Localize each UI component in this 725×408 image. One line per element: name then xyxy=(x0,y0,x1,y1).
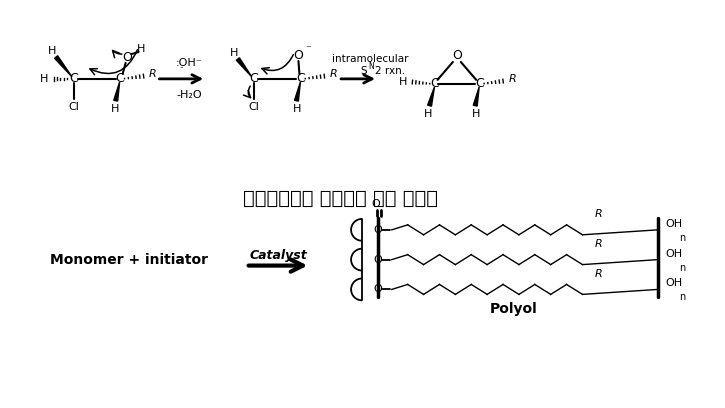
Text: OH: OH xyxy=(666,248,682,259)
Text: H: H xyxy=(40,74,49,84)
Text: OH: OH xyxy=(666,278,682,288)
Text: R: R xyxy=(594,268,602,279)
Text: R: R xyxy=(509,74,517,84)
Text: C: C xyxy=(475,78,484,90)
Text: Catalyst: Catalyst xyxy=(249,249,307,262)
Text: :OH⁻: :OH⁻ xyxy=(176,58,202,68)
Text: n: n xyxy=(679,233,685,243)
Text: H: H xyxy=(48,46,57,56)
Polygon shape xyxy=(54,56,72,77)
Text: C: C xyxy=(70,72,78,85)
Text: H: H xyxy=(230,48,238,58)
Text: O: O xyxy=(452,49,462,62)
Polygon shape xyxy=(294,82,300,101)
Text: O: O xyxy=(371,199,381,209)
Text: N: N xyxy=(368,62,374,71)
Text: C: C xyxy=(115,72,124,85)
Text: O: O xyxy=(123,51,133,64)
Text: Monomer + initiator: Monomer + initiator xyxy=(49,253,207,266)
Text: O: O xyxy=(373,284,382,295)
Text: R: R xyxy=(149,69,157,79)
Text: O: O xyxy=(373,255,382,265)
Text: Cl: Cl xyxy=(248,102,259,112)
Text: C: C xyxy=(296,72,304,85)
Text: n: n xyxy=(679,263,685,273)
Text: 2 rxn.: 2 rxn. xyxy=(375,66,405,76)
Text: H: H xyxy=(293,104,302,114)
Text: O: O xyxy=(294,49,303,62)
Text: ⁻: ⁻ xyxy=(305,44,311,54)
Text: ..: .. xyxy=(179,63,183,69)
Text: Cl: Cl xyxy=(69,102,80,112)
Text: H: H xyxy=(472,109,481,119)
Text: R: R xyxy=(594,209,602,219)
Text: Polyol: Polyol xyxy=(490,302,538,316)
Polygon shape xyxy=(473,87,479,106)
Text: H: H xyxy=(424,109,433,119)
Polygon shape xyxy=(428,87,434,106)
Text: R: R xyxy=(329,69,337,79)
Text: C: C xyxy=(430,78,439,90)
Text: H: H xyxy=(137,44,146,54)
Text: H: H xyxy=(110,104,119,114)
Text: -H₂O: -H₂O xyxy=(176,90,202,100)
Text: R: R xyxy=(594,239,602,249)
Text: C: C xyxy=(249,72,258,85)
Text: intramolecular: intramolecular xyxy=(332,54,408,64)
Text: O: O xyxy=(373,225,382,235)
Text: H: H xyxy=(399,77,407,87)
Polygon shape xyxy=(236,58,252,77)
Text: OH: OH xyxy=(666,219,682,229)
Text: S: S xyxy=(360,66,368,76)
Polygon shape xyxy=(114,82,120,101)
Text: 식물성오일의 에폭시화 반응 모식도: 식물성오일의 에폭시화 반응 모식도 xyxy=(243,188,438,208)
Text: n: n xyxy=(679,293,685,302)
